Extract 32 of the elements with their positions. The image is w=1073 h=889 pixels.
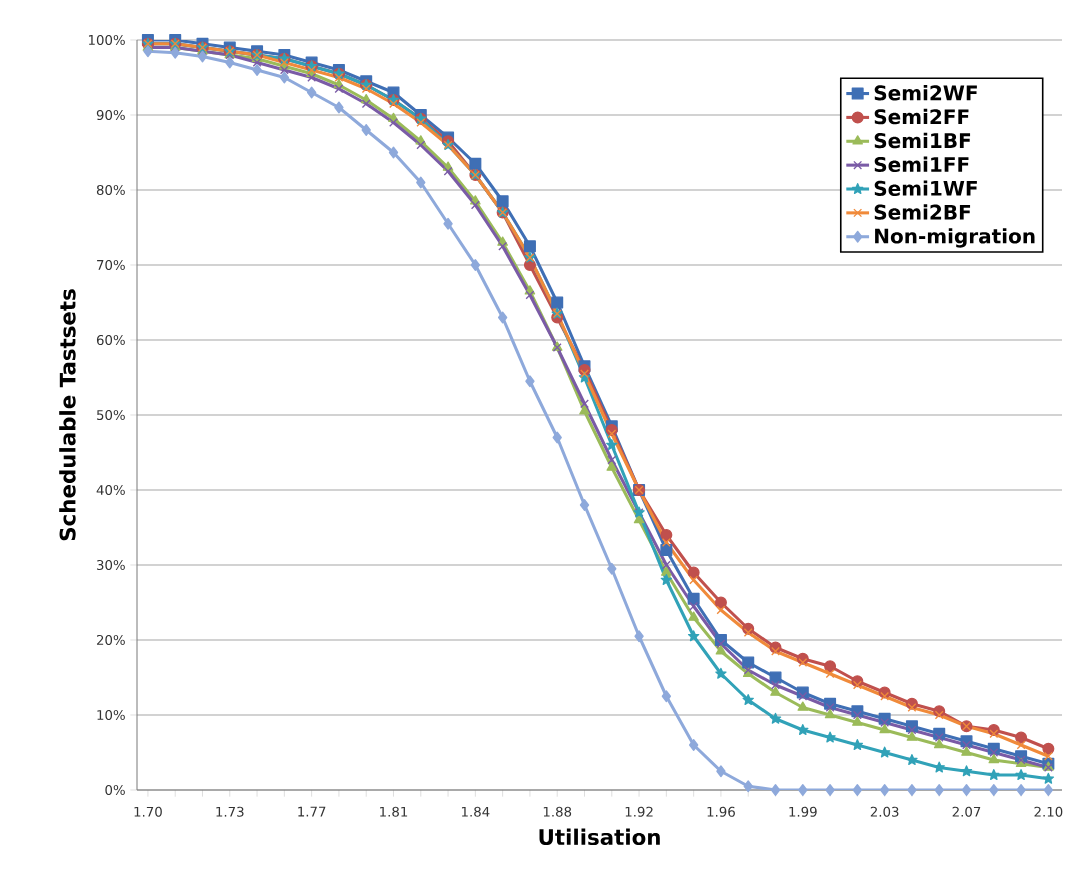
y-tick-label: 0%: [105, 784, 125, 796]
legend-label: Semi1FF: [874, 156, 969, 173]
x-tick-label: 1.88: [543, 806, 572, 817]
x-tick-label: 1.70: [134, 806, 162, 817]
x-tick-label: 1.99: [789, 806, 817, 817]
legend-label: Semi2WF: [874, 84, 977, 101]
y-tick-label: 20%: [96, 634, 125, 646]
y-tick-label: 70%: [97, 259, 125, 271]
x-tick-label: 1.84: [461, 806, 490, 817]
x-tick-label: 2.10: [1034, 806, 1063, 817]
y-tick-label: 30%: [97, 559, 125, 571]
y-axis-title: Schedulable Tastsets: [59, 289, 76, 541]
y-tick-label: 10%: [97, 709, 125, 721]
x-axis-title: Utilisation: [539, 828, 660, 846]
legend-label: Semi1WF: [874, 180, 977, 196]
x-tick-label: 2.07: [952, 806, 981, 817]
y-tick-label: 40%: [96, 484, 125, 496]
y-tick-label: 80%: [96, 184, 125, 196]
x-tick-label: 1.73: [216, 806, 244, 817]
legend-label: Semi2FF: [874, 108, 969, 125]
legend-label: Semi2BF: [874, 204, 971, 220]
y-tick-label: 90%: [96, 109, 125, 121]
y-tick-label: 50%: [97, 409, 125, 421]
legend-label: Non-migration: [875, 228, 1035, 248]
x-tick-label: 1.92: [625, 806, 653, 817]
legend-label: Semi1BF: [874, 132, 971, 149]
x-tick-label: 1.81: [380, 806, 408, 817]
y-tick-label: 60%: [96, 334, 125, 346]
x-tick-label: 1.96: [707, 806, 735, 817]
y-tick-label: 100%: [88, 34, 125, 46]
x-tick-label: 1.77: [298, 806, 326, 817]
x-tick-label: 2.03: [870, 806, 899, 817]
